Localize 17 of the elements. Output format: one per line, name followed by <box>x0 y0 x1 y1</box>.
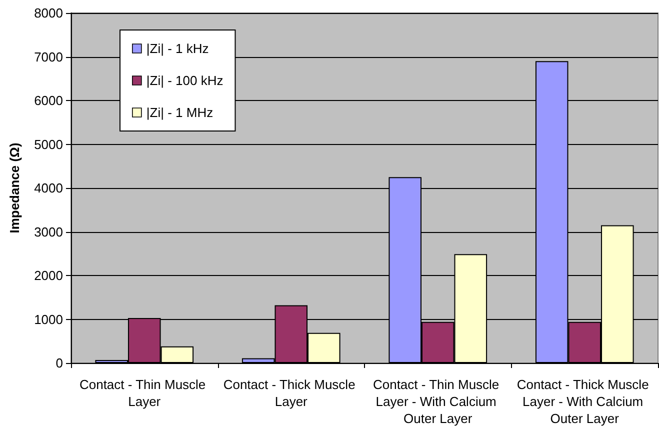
y-tick-label: 2000 <box>34 268 63 283</box>
y-tick-label: 4000 <box>34 180 63 196</box>
y-tick-label: 5000 <box>34 136 63 152</box>
y-tick-label: 8000 <box>34 6 63 20</box>
y-tick-label: 6000 <box>34 93 63 108</box>
legend-label: |Zi| - 1 MHz <box>146 105 214 120</box>
y-tick-label: 7000 <box>34 49 63 64</box>
x-tick-label: Contact - Thin Muscle Layer - With Calcium Outer Layer <box>372 377 503 426</box>
y-tick-label: 0 <box>56 356 63 370</box>
y-axis-title: Impedance (Ω) <box>7 142 22 234</box>
x-tick-label: Contact - Thick Muscle Layer - With Calcium Outer Layer <box>516 377 652 426</box>
legend-label: |Zi| - 100 kHz <box>146 73 224 88</box>
y-tick-label: 1000 <box>34 312 63 327</box>
x-tick-label: Contact - Thick Muscle Layer <box>223 377 359 409</box>
y-tick-label: 3000 <box>34 224 63 240</box>
legend-label: |Zi| - 1 kHz <box>146 41 209 56</box>
x-tick-label: Contact - Thin Muscle Layer <box>79 377 210 409</box>
